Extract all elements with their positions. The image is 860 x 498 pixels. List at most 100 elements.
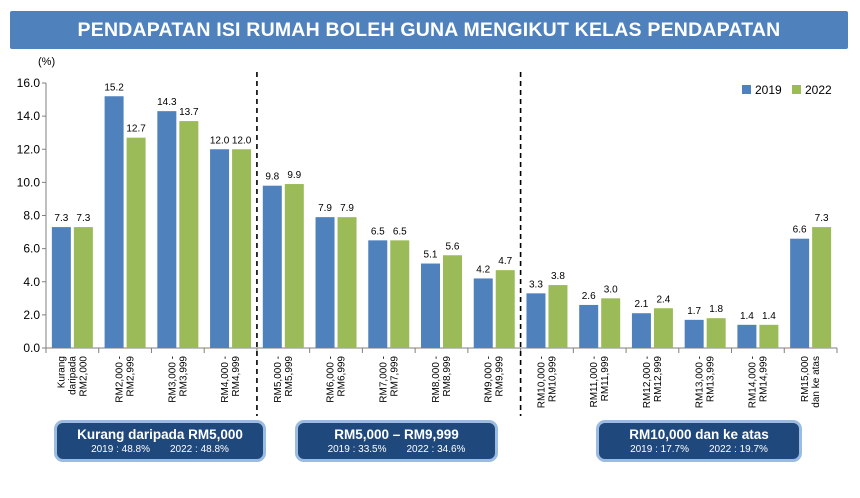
legend-label-2019: 2019 <box>755 83 782 97</box>
x-tick-label-line: RM7,999 <box>389 356 400 397</box>
bar-2019-0 <box>51 227 71 348</box>
x-tick-label-line: Kurang <box>56 356 67 388</box>
x-tick-label-line: RM6,999 <box>337 356 348 397</box>
x-tick-label: RM4,000 - RM4,999 <box>220 356 242 403</box>
x-tick-label-line: RM11,999 <box>600 356 611 402</box>
data-label-2019: 15.2 <box>104 82 124 93</box>
group-box-10000-above: RM10,000 dan ke atas 2019 : 17.7% 2022 : … <box>596 420 802 462</box>
x-tick-label-line: RM10,999 <box>547 356 558 403</box>
legend-swatch-2022 <box>792 85 801 94</box>
y-tick-label: 12.0 <box>17 142 41 156</box>
x-tick-label: RM12,000 - RM12,999 <box>642 356 664 409</box>
y-tick-label: 8.0 <box>23 209 40 223</box>
y-tick-label: 2.0 <box>23 308 40 322</box>
bar-2022-11 <box>653 308 673 348</box>
x-tick-label-line: RM9,000 - <box>484 356 495 403</box>
x-tick-label: RM15,000 dan ke atas <box>800 356 822 408</box>
bar-2022-0 <box>73 227 93 348</box>
chart-title: PENDAPATAN ISI RUMAH BOLEH GUNA MENGIKUT… <box>10 11 848 49</box>
bar-2019-1 <box>104 96 124 348</box>
x-tick-label-line: RM7,000 - <box>378 356 389 403</box>
bar-2019-8 <box>473 278 493 348</box>
x-tick-label-line: dan ke atas <box>811 356 822 408</box>
group-stat-2019: 2019 : 17.7% <box>630 444 689 455</box>
data-label-2022: 6.5 <box>393 226 407 237</box>
group-stat-2022: 2022 : 19.7% <box>709 444 768 455</box>
data-label-2022: 7.9 <box>340 203 354 214</box>
group-stat-2019: 2019 : 48.8% <box>91 444 150 455</box>
x-tick-label-line: RM3,999 <box>178 356 189 397</box>
y-tick-label: 16.0 <box>17 76 41 90</box>
data-label-2022: 3.0 <box>604 284 618 295</box>
data-label-2022: 4.7 <box>498 256 512 267</box>
data-label-2019: 9.8 <box>265 172 279 183</box>
x-tick-label: Kurang daripada RM2,000 <box>56 356 89 397</box>
data-label-2019: 6.5 <box>371 226 385 237</box>
x-tick-label: RM6,000 - RM6,999 <box>326 356 348 403</box>
bar-2022-13 <box>759 324 779 348</box>
data-label-2019: 14.3 <box>157 97 177 108</box>
bar-2019-13 <box>737 324 757 348</box>
data-label-2022: 5.6 <box>446 241 460 252</box>
x-tick-label-line: RM11,000 - <box>589 356 600 408</box>
x-tick-label-line: RM13,000 - <box>695 356 706 408</box>
x-tick-label-line: RM14,999 <box>758 356 769 403</box>
data-label-2022: 7.3 <box>76 213 90 224</box>
x-tick-label: RM7,000 - RM7,999 <box>378 356 400 403</box>
x-tick-label: RM3,000 - RM3,999 <box>167 356 189 403</box>
group-name: RM5,000 – RM9,999 <box>334 427 459 442</box>
x-tick-label-line: RM4,999 <box>231 356 242 397</box>
data-label-2019: 1.4 <box>740 311 754 322</box>
x-tick-label: RM13,000 - RM13,999 <box>695 356 717 409</box>
data-label-2022: 3.8 <box>551 271 565 282</box>
bar-2019-9 <box>526 293 546 348</box>
bar-2022-6 <box>390 240 410 348</box>
bar-2022-8 <box>495 270 515 348</box>
bar-2019-10 <box>579 304 599 348</box>
x-tick-label: RM10,000 - RM10,999 <box>536 356 558 409</box>
y-tick-label: 0.0 <box>23 341 40 355</box>
x-tick-label-line: RM5,000 - <box>273 356 284 403</box>
bar-2022-3 <box>232 149 252 348</box>
data-label-2019: 1.7 <box>687 306 701 317</box>
x-tick-label: RM14,000 - RM14,999 <box>747 356 769 409</box>
data-label-2019: 2.1 <box>634 299 648 310</box>
x-tick-label-line: RM8,000 - <box>431 356 442 403</box>
data-label-2019: 3.3 <box>529 279 543 290</box>
x-tick-label-line: RM2,000 - <box>115 356 126 403</box>
bar-2019-4 <box>262 185 282 348</box>
data-label-2022: 9.9 <box>287 170 301 181</box>
x-tick-label: RM8,000 - RM8,999 <box>431 356 453 403</box>
group-box-5000-9999: RM5,000 – RM9,999 2019 : 33.5% 2022 : 34.… <box>295 420 498 462</box>
x-tick-label-line: RM3,000 - <box>167 356 178 403</box>
data-label-2019: 12.0 <box>210 135 230 146</box>
bar-2022-1 <box>126 137 146 348</box>
data-label-2019: 5.1 <box>424 250 438 261</box>
data-label-2022: 1.8 <box>709 304 723 315</box>
y-axis-title: (%) <box>38 56 55 68</box>
x-tick-label: RM9,000 - RM9,999 <box>484 356 506 403</box>
x-tick-label: RM5,000 - RM5,999 <box>273 356 295 403</box>
x-tick-label-line: daripada <box>67 356 78 395</box>
group-stat-2019: 2019 : 33.5% <box>327 444 387 455</box>
x-tick-label-line: RM9,999 <box>495 356 506 397</box>
y-tick-label: 10.0 <box>17 175 41 189</box>
x-tick-label-line: RM10,000 - <box>536 356 547 408</box>
x-tick-label-line: RM2,000 <box>78 356 89 397</box>
bar-2019-5 <box>315 217 335 348</box>
x-tick-label-line: RM5,999 <box>284 356 295 397</box>
x-tick-label-line: RM4,000 - <box>220 356 231 403</box>
group-name: Kurang daripada RM5,000 <box>77 427 243 442</box>
bar-2022-12 <box>706 318 726 348</box>
data-label-2022: 12.0 <box>232 135 252 146</box>
bar-2022-4 <box>284 184 304 348</box>
bar-2022-2 <box>179 121 199 348</box>
bar-2019-3 <box>210 149 230 348</box>
y-tick-label: 4.0 <box>23 275 40 289</box>
y-tick-label: 14.0 <box>17 109 41 123</box>
x-tick-label-line: RM15,000 <box>800 356 811 403</box>
bar-2019-7 <box>421 263 440 348</box>
x-tick-label-line: RM6,000 - <box>326 356 337 403</box>
x-tick-label-line: RM12,999 <box>653 356 664 403</box>
